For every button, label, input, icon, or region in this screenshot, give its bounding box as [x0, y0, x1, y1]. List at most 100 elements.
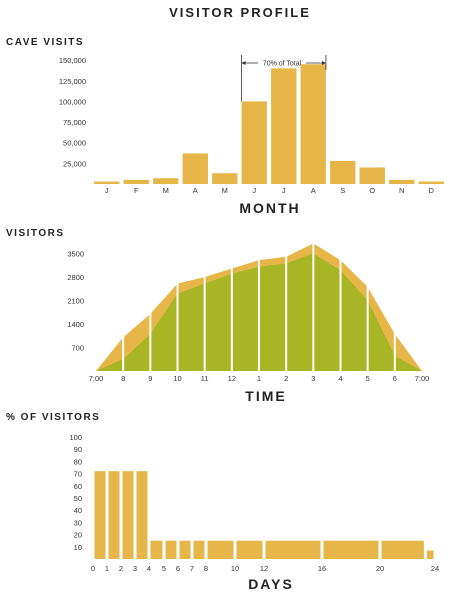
- chart2-xtick-label: 10: [173, 374, 181, 383]
- chart2-xtick-label: 7:00: [89, 374, 104, 383]
- chart3-bar: [122, 471, 134, 559]
- chart1-xtick-label: S: [340, 186, 345, 195]
- chart1-xtick-label: A: [311, 186, 316, 195]
- chart1-bar: [153, 178, 179, 184]
- annotation-arrow-left: [241, 61, 246, 65]
- chart2-ytick-label: 3500: [67, 249, 84, 258]
- chart3-xtick-label: 5: [162, 564, 166, 573]
- chart1-ytick-label: 150,000: [59, 56, 86, 65]
- chart3-xtick-label: 7: [190, 564, 194, 573]
- chart3-ylabel: % OF VISITORS: [6, 412, 100, 423]
- chart1-xlabel: MONTH: [239, 200, 300, 216]
- chart1-ytick-label: 125,000: [59, 77, 86, 86]
- figure-title: VISITOR PROFILE: [169, 5, 311, 20]
- chart3-ytick-label: 20: [74, 531, 82, 540]
- chart1-xtick-label: M: [222, 186, 228, 195]
- chart2-ytick-label: 1400: [67, 320, 84, 329]
- chart3-xlabel: DAYS: [248, 576, 294, 592]
- chart2-xtick-label: 8: [121, 374, 125, 383]
- chart1-xtick-label: J: [282, 186, 286, 195]
- chart3-xtick-label: 10: [231, 564, 239, 573]
- chart1-bar: [123, 179, 149, 184]
- chart1-ytick-label: 25,000: [63, 159, 86, 168]
- chart1-bar: [359, 167, 385, 184]
- chart3-bar: [265, 540, 321, 559]
- chart3-ytick-label: 100: [69, 433, 82, 442]
- chart1-xtick-label: O: [369, 186, 375, 195]
- chart1-ytick-label: 50,000: [63, 139, 86, 148]
- chart1-bar: [94, 181, 120, 184]
- chart3-xtick-label: 24: [431, 564, 439, 573]
- annotation-arrow-right: [321, 61, 326, 65]
- chart2-xtick-label: 4: [338, 374, 342, 383]
- chart3-bar: [193, 540, 205, 559]
- chart3-xtick-label: 6: [176, 564, 180, 573]
- chart2-ytick-label: 2100: [67, 296, 84, 305]
- chart2-ytick-label: 700: [71, 343, 84, 352]
- chart3-bar: [207, 540, 234, 559]
- chart3-xtick-label: 4: [147, 564, 151, 573]
- chart1-xtick-label: J: [105, 186, 109, 195]
- chart3-ytick-label: 30: [74, 518, 82, 527]
- days-of-stay-chart: % OF VISITORS DAYS 102030405060708090100…: [6, 412, 439, 592]
- chart2-xtick-label: 12: [228, 374, 236, 383]
- chart2-xtick-label: 1: [257, 374, 261, 383]
- chart2-ylabel: VISITORS: [6, 228, 65, 239]
- chart2-xtick-label: 9: [148, 374, 152, 383]
- chart3-ytick-label: 70: [74, 470, 82, 479]
- chart2-xtick-label: 7:00: [415, 374, 430, 383]
- chart2-xtick-label: 6: [393, 374, 397, 383]
- chart1-ylabel: CAVE VISITS: [6, 37, 84, 48]
- chart3-ytick-label: 90: [74, 445, 82, 454]
- chart2-xtick-label: 2: [284, 374, 288, 383]
- chart2-xtick-label: 11: [201, 374, 209, 383]
- chart3-xtick-label: 12: [260, 564, 268, 573]
- chart3-ytick-label: 40: [74, 506, 82, 515]
- chart1-xtick-label: N: [399, 186, 404, 195]
- chart3-xtick-label: 20: [376, 564, 384, 573]
- chart1-bar: [271, 68, 297, 184]
- monthly-visits-chart: CAVE VISITS MONTH 25,000 50,000 75,000 100,…: [6, 37, 444, 216]
- chart1-bar: [418, 181, 444, 184]
- chart3-bar: [150, 540, 163, 559]
- chart1-bar: [212, 173, 238, 184]
- chart3-ytick-label: 60: [74, 482, 82, 491]
- chart1-xtick-label: J: [252, 186, 256, 195]
- chart1-bar: [389, 179, 415, 184]
- chart2-ytick-label: 2800: [67, 273, 84, 282]
- chart3-bar: [323, 540, 379, 559]
- chart1-xtick-label: D: [429, 186, 435, 195]
- chart1-xtick-label: F: [134, 186, 139, 195]
- chart3-xtick-label: 0: [91, 564, 95, 573]
- chart3-xtick-label: 16: [318, 564, 326, 573]
- chart1-annotation-label: 70% of Total: [263, 61, 302, 68]
- chart2-xtick-label: 3: [311, 374, 315, 383]
- chart3-ytick-label: 80: [74, 457, 82, 466]
- chart3-ytick-label: 10: [74, 543, 82, 552]
- chart3-xtick-label: 3: [133, 564, 137, 573]
- chart3-bar: [108, 471, 120, 559]
- chart1-xtick-label: M: [163, 186, 169, 195]
- chart1-bar: [330, 160, 356, 184]
- chart3-bar: [94, 471, 106, 559]
- chart2-xlabel: TIME: [245, 388, 286, 404]
- chart1-ytick-label: 100,000: [59, 97, 86, 106]
- chart3-xtick-label: 1: [105, 564, 109, 573]
- chart3-bar: [179, 540, 191, 559]
- chart3-bar: [426, 550, 434, 559]
- chart3-xtick-label: 2: [119, 564, 123, 573]
- chart3-bar: [165, 540, 177, 559]
- chart1-bar: [241, 101, 267, 184]
- chart3-xtick-label: 8: [204, 564, 208, 573]
- chart1-bar: [182, 153, 208, 184]
- chart1-ytick-label: 75,000: [63, 118, 86, 127]
- hourly-visitors-chart: VISITORS TIME 700 1400 2100 2800 3500 7:00 8 9 1…: [6, 228, 429, 404]
- chart3-bar: [381, 540, 424, 559]
- chart2-xtick-label: 5: [366, 374, 370, 383]
- chart1-xtick-label: A: [193, 186, 198, 195]
- chart3-ytick-label: 50: [74, 494, 82, 503]
- chart3-bar: [236, 540, 263, 559]
- chart3-bar: [136, 471, 148, 559]
